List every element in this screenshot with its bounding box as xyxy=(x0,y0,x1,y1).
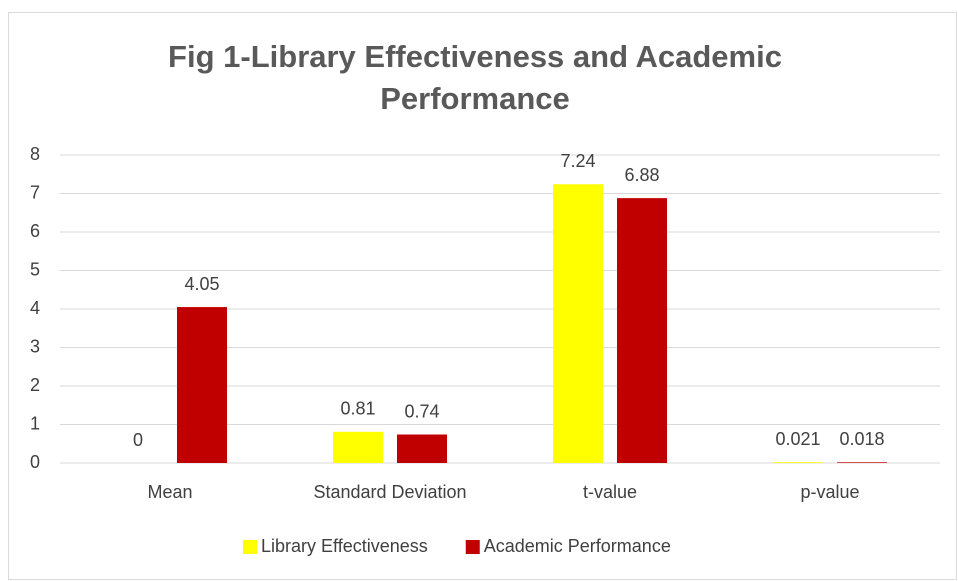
legend-label: Academic Performance xyxy=(484,536,671,556)
bar xyxy=(617,198,667,463)
data-label: 0.74 xyxy=(404,401,439,421)
y-tick-label: 3 xyxy=(30,336,40,356)
y-tick-label: 0 xyxy=(30,452,40,472)
x-tick-label: p-value xyxy=(800,482,859,502)
legend-swatch xyxy=(243,540,257,554)
y-tick-label: 6 xyxy=(30,221,40,241)
data-label: 4.05 xyxy=(184,274,219,294)
y-tick-label: 7 xyxy=(30,182,40,202)
legend-swatch xyxy=(465,540,480,554)
data-label: 7.24 xyxy=(560,151,595,171)
x-tick-label: Standard Deviation xyxy=(313,482,466,502)
y-tick-label: 2 xyxy=(30,375,40,395)
bar xyxy=(837,462,887,463)
x-tick-label: t-value xyxy=(583,482,637,502)
bar xyxy=(397,434,447,463)
x-tick-label: Mean xyxy=(147,482,192,502)
bar xyxy=(333,431,383,463)
chart-title: Fig 1-Library Effectiveness and Academic… xyxy=(168,39,782,116)
bar xyxy=(553,184,603,463)
y-tick-label: 5 xyxy=(30,259,40,279)
data-label: 0 xyxy=(133,430,143,450)
data-label: 0.018 xyxy=(839,429,884,449)
y-tick-label: 1 xyxy=(30,413,40,433)
data-label: 0.81 xyxy=(340,399,375,419)
chart-border xyxy=(8,12,957,580)
y-tick-label: 8 xyxy=(30,144,40,164)
y-tick-label: 4 xyxy=(30,298,40,318)
bar xyxy=(773,462,823,463)
data-label: 6.88 xyxy=(624,165,659,185)
data-label: 0.021 xyxy=(775,429,820,449)
legend-label: Library Effectiveness xyxy=(261,536,428,556)
bar xyxy=(177,307,227,463)
